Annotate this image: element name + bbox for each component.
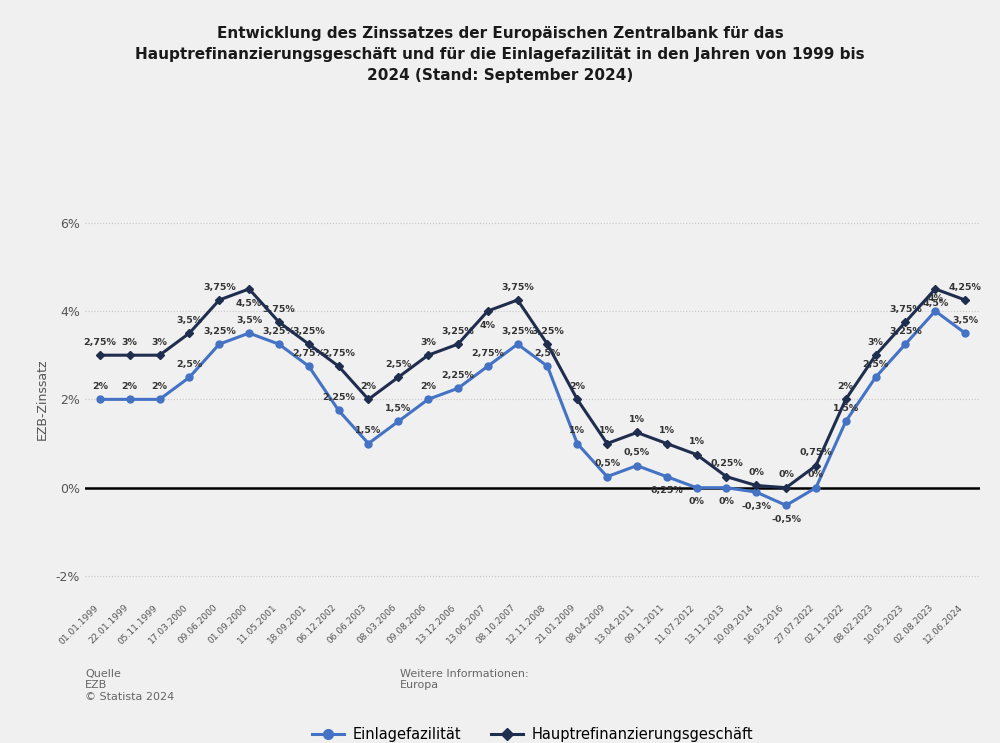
Text: 4,5%: 4,5% — [922, 299, 948, 308]
Text: 3,25%: 3,25% — [501, 327, 534, 336]
Text: 4,25%: 4,25% — [949, 282, 982, 292]
Text: 3,5%: 3,5% — [176, 316, 202, 325]
Text: 2%: 2% — [152, 382, 168, 391]
Text: -0,3%: -0,3% — [741, 502, 771, 511]
Text: 2%: 2% — [122, 382, 138, 391]
Text: 1,5%: 1,5% — [833, 404, 859, 413]
Text: 3,25%: 3,25% — [263, 327, 295, 336]
Text: 4%: 4% — [927, 293, 943, 302]
Text: 1,5%: 1,5% — [355, 426, 382, 435]
Text: 3,25%: 3,25% — [292, 327, 325, 336]
Text: 2%: 2% — [360, 382, 376, 391]
Text: 2%: 2% — [92, 382, 108, 391]
Text: 2,75%: 2,75% — [471, 349, 504, 358]
Text: 1,5%: 1,5% — [385, 404, 411, 413]
Text: 1%: 1% — [659, 426, 675, 435]
Text: 2,75%: 2,75% — [292, 349, 325, 358]
Text: 3,75%: 3,75% — [263, 305, 295, 314]
Text: 0,5%: 0,5% — [594, 459, 620, 468]
Text: 1%: 1% — [629, 415, 645, 424]
Text: 1%: 1% — [689, 437, 705, 447]
Text: 2%: 2% — [420, 382, 436, 391]
Text: Quelle
EZB
© Statista 2024: Quelle EZB © Statista 2024 — [85, 669, 174, 702]
Text: 3,75%: 3,75% — [889, 305, 922, 314]
Text: 2,75%: 2,75% — [322, 349, 355, 358]
Text: 3,75%: 3,75% — [203, 282, 236, 292]
Text: 2,75%: 2,75% — [83, 338, 116, 347]
Text: 0,75%: 0,75% — [800, 448, 832, 457]
Text: 1%: 1% — [569, 426, 585, 435]
Text: 2,5%: 2,5% — [176, 360, 203, 369]
Text: 3,25%: 3,25% — [442, 327, 474, 336]
Text: 3,25%: 3,25% — [889, 327, 922, 336]
Text: 2,5%: 2,5% — [862, 360, 889, 369]
Text: 3,25%: 3,25% — [203, 327, 236, 336]
Text: 0,5%: 0,5% — [624, 448, 650, 457]
Text: 0%: 0% — [778, 470, 794, 479]
Text: 3%: 3% — [152, 338, 168, 347]
Text: 0%: 0% — [808, 470, 824, 479]
Text: -0,5%: -0,5% — [771, 515, 801, 524]
Text: 2,25%: 2,25% — [441, 371, 474, 380]
Text: 4,5%: 4,5% — [236, 299, 262, 308]
Y-axis label: EZB-Zinssatz: EZB-Zinssatz — [36, 359, 49, 440]
Text: 0%: 0% — [718, 497, 734, 507]
Text: 4%: 4% — [480, 321, 496, 330]
Text: 1%: 1% — [599, 426, 615, 435]
Text: 2%: 2% — [569, 382, 585, 391]
Text: 2%: 2% — [838, 382, 854, 391]
Text: 2,25%: 2,25% — [322, 393, 355, 402]
Text: 0%: 0% — [748, 468, 764, 477]
Text: 2,5%: 2,5% — [534, 349, 561, 358]
Text: 0,25%: 0,25% — [710, 459, 743, 468]
Legend: Einlagefazilität, Hauptrefinanzierungsgeschäft: Einlagefazilität, Hauptrefinanzierungsge… — [312, 727, 753, 742]
Text: 3%: 3% — [420, 338, 436, 347]
Text: 3,5%: 3,5% — [952, 316, 978, 325]
Text: Entwicklung des Zinssatzes der Europäischen Zentralbank für das
Hauptrefinanzier: Entwicklung des Zinssatzes der Europäisc… — [135, 26, 865, 83]
Text: 3,5%: 3,5% — [236, 316, 262, 325]
Text: 3%: 3% — [868, 338, 884, 347]
Text: 3,75%: 3,75% — [501, 282, 534, 292]
Text: 3%: 3% — [122, 338, 138, 347]
Text: 3,25%: 3,25% — [531, 327, 564, 336]
Text: 0,25%: 0,25% — [650, 487, 683, 496]
Text: 0%: 0% — [689, 497, 705, 507]
Text: Weitere Informationen:
Europa: Weitere Informationen: Europa — [400, 669, 529, 690]
Text: 2,5%: 2,5% — [385, 360, 411, 369]
